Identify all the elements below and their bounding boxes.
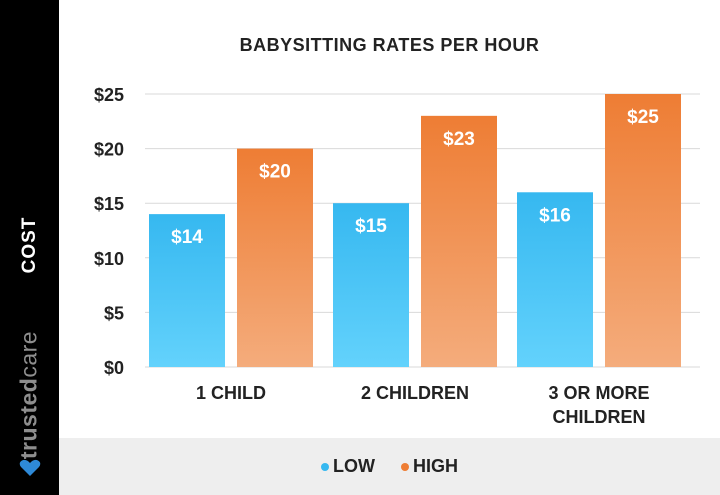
data-label: $23 bbox=[443, 129, 475, 150]
legend-item-low: LOW bbox=[321, 456, 375, 477]
legend-swatch-high bbox=[401, 462, 409, 471]
heart-icon bbox=[19, 459, 41, 476]
y-tick-label: $15 bbox=[94, 194, 124, 214]
legend-swatch-low bbox=[321, 462, 329, 471]
y-tick-label: $5 bbox=[104, 303, 124, 323]
data-label: $15 bbox=[355, 216, 387, 237]
legend-label-high: HIGH bbox=[413, 456, 458, 476]
y-tick-label: $20 bbox=[94, 140, 124, 160]
x-tick-label: CHILDREN bbox=[553, 407, 646, 427]
data-label: $25 bbox=[627, 107, 659, 128]
data-label: $20 bbox=[259, 162, 291, 183]
bar-high bbox=[237, 148, 313, 367]
bar-low bbox=[149, 214, 225, 367]
bar-chart-plot: $0 $5 $10 $15 $20 $25 $14 $20 1 CHILD $15 $23 2 CHI… bbox=[94, 85, 700, 427]
legend-item-high: HIGH bbox=[401, 456, 458, 477]
legend: LOW HIGH bbox=[59, 438, 720, 495]
x-tick-label: 1 CHILD bbox=[196, 383, 266, 403]
legend-label-low: LOW bbox=[333, 456, 375, 476]
x-tick-label: 3 OR MORE bbox=[548, 383, 649, 403]
data-label: $16 bbox=[539, 205, 571, 226]
data-label: $14 bbox=[171, 227, 203, 248]
x-tick-label: 2 CHILDREN bbox=[361, 383, 469, 403]
bar-low bbox=[517, 192, 593, 367]
chart-title: BABYSITTING RATES PER HOUR bbox=[239, 35, 540, 55]
y-tick-label: $25 bbox=[94, 85, 124, 105]
bar-high bbox=[421, 115, 497, 367]
bar-high bbox=[605, 94, 681, 367]
y-tick-label: $10 bbox=[94, 249, 124, 269]
sidebar: COST trustedcare bbox=[0, 0, 59, 495]
y-tick-label: $0 bbox=[104, 358, 124, 378]
bar-low bbox=[333, 203, 409, 367]
